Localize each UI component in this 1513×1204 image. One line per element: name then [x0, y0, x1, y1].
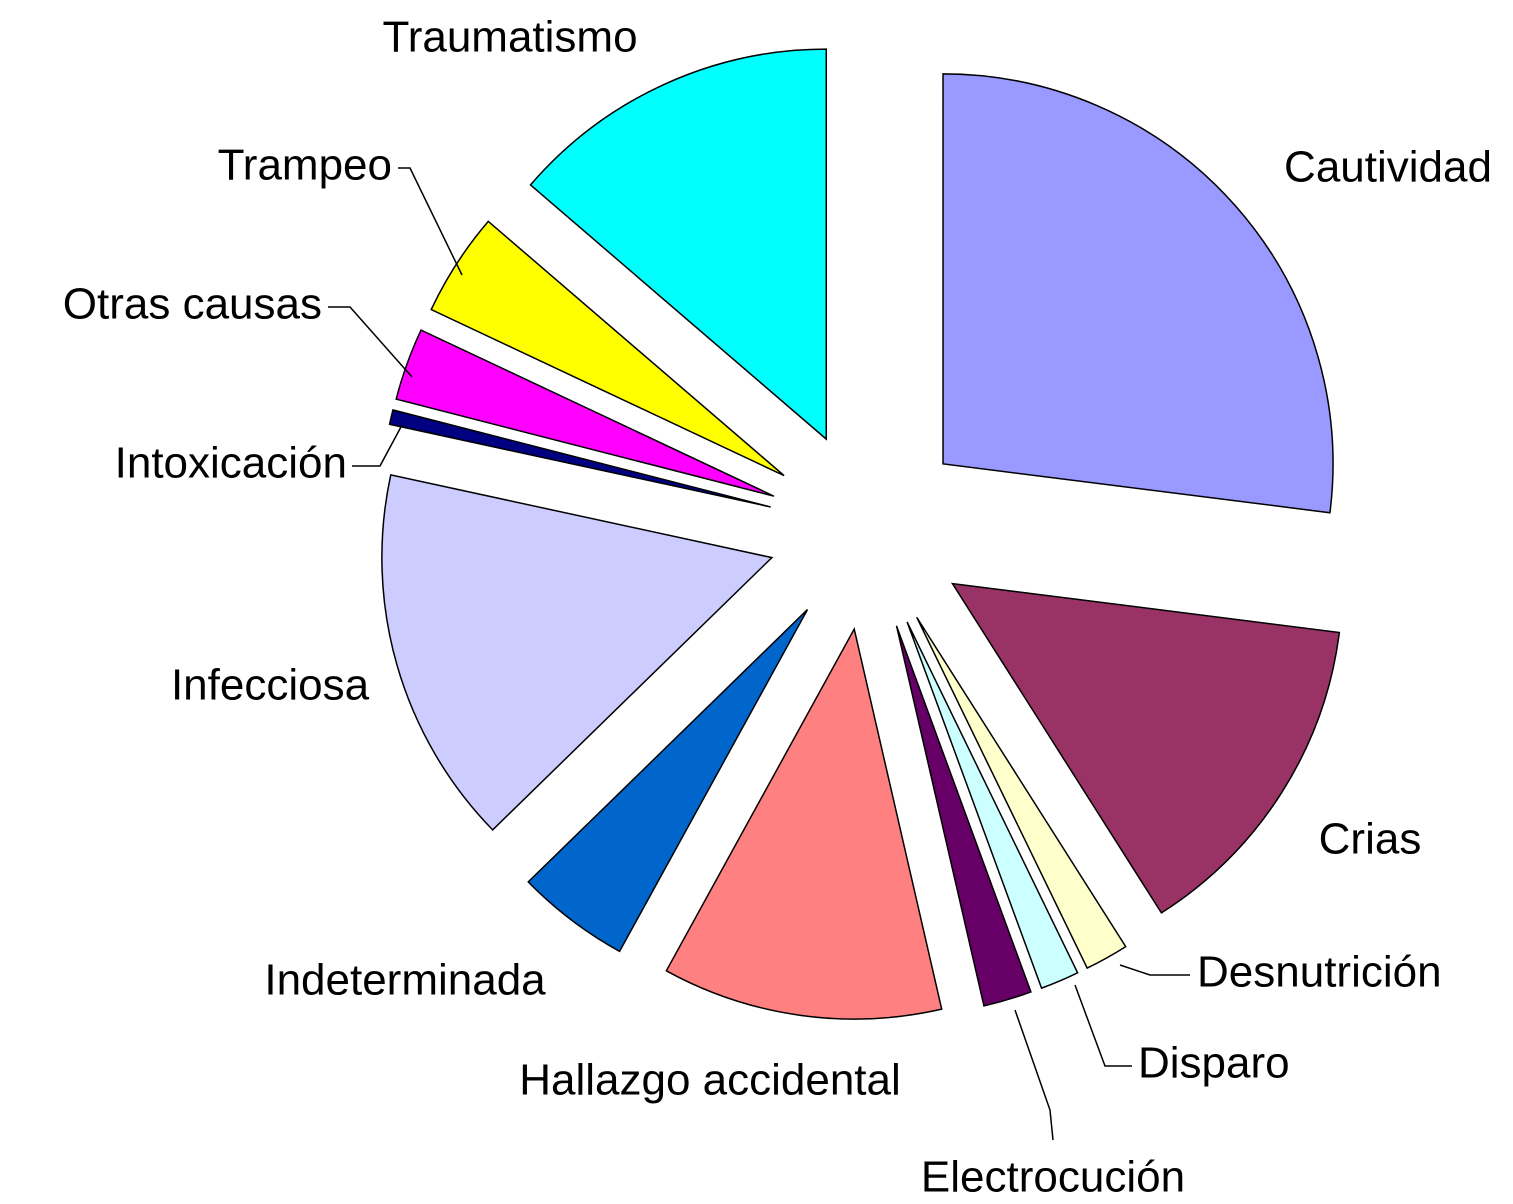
slice-label: Intoxicación	[115, 439, 347, 488]
slice-label: Crias	[1319, 815, 1422, 864]
pie-slice	[527, 609, 809, 953]
pie-slice	[895, 625, 1032, 1007]
pie-slice	[388, 409, 771, 508]
leader-line	[1119, 964, 1190, 976]
slice-label: Infecciosa	[171, 661, 370, 710]
leader-line	[1074, 984, 1132, 1067]
slice-label: Disparo	[1138, 1039, 1290, 1088]
slice-label: Otras causas	[63, 280, 322, 329]
slice-label: Cautividad	[1284, 143, 1492, 192]
slice-label: Trampeo	[218, 141, 392, 190]
pie-slice	[942, 73, 1334, 514]
slice-label: Hallazgo accidental	[519, 1056, 901, 1105]
pie-slice	[916, 616, 1127, 970]
leader-line	[328, 306, 413, 378]
slice-label: Indeterminada	[264, 956, 546, 1005]
pie-slice	[395, 329, 775, 497]
pie-slice	[529, 48, 828, 441]
slice-label: Traumatismo	[382, 13, 637, 62]
leader-line	[1014, 1009, 1054, 1141]
pie-slice	[906, 621, 1079, 990]
pie-slice	[381, 474, 774, 831]
pie-slice	[950, 582, 1341, 914]
pie-slice	[665, 626, 943, 1020]
slice-label: Electrocución	[921, 1153, 1185, 1202]
slice-label: Desnutrición	[1197, 948, 1442, 997]
leader-line	[352, 424, 403, 467]
leader-line	[398, 167, 463, 276]
